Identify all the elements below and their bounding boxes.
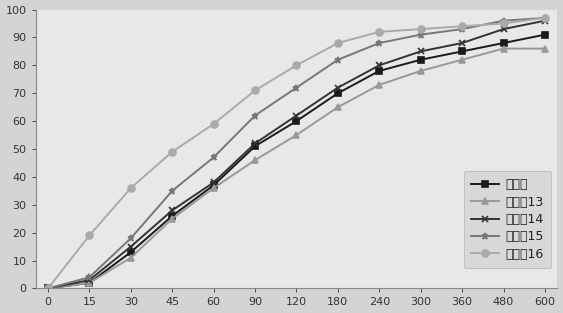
实施例13 [293, 133, 300, 137]
市售品 [252, 144, 258, 148]
市售品 [293, 119, 300, 123]
实施例16 [127, 186, 134, 190]
实施例13 [376, 83, 383, 87]
实施例14 [44, 286, 51, 290]
实施例15 [293, 86, 300, 90]
实施例16 [293, 64, 300, 67]
实施例14 [210, 181, 217, 184]
实施例16 [542, 16, 548, 20]
实施例16 [252, 89, 258, 92]
实施例16 [169, 150, 176, 154]
实施例16 [86, 233, 93, 237]
市售品 [334, 91, 341, 95]
实施例15 [210, 156, 217, 159]
实施例15 [169, 189, 176, 193]
实施例13 [127, 256, 134, 259]
实施例14 [376, 64, 383, 67]
实施例13 [459, 58, 466, 62]
实施例13 [210, 186, 217, 190]
实施例16 [334, 41, 341, 45]
实施例16 [417, 27, 424, 31]
市售品 [169, 214, 176, 218]
实施例13 [86, 281, 93, 285]
实施例14 [334, 86, 341, 90]
Line: 实施例14: 实施例14 [44, 17, 548, 292]
实施例14 [169, 208, 176, 212]
实施例14 [542, 19, 548, 23]
实施例14 [252, 141, 258, 145]
实施例14 [459, 41, 466, 45]
实施例14 [500, 27, 507, 31]
Line: 实施例15: 实施例15 [44, 14, 548, 292]
实施例16 [376, 30, 383, 34]
市售品 [86, 281, 93, 285]
实施例16 [500, 22, 507, 25]
实施例16 [44, 286, 51, 290]
实施例14 [417, 49, 424, 53]
市售品 [417, 58, 424, 62]
实施例15 [459, 27, 466, 31]
实施例16 [210, 122, 217, 126]
实施例15 [44, 286, 51, 290]
市售品 [210, 183, 217, 187]
Line: 实施例16: 实施例16 [44, 14, 548, 292]
市售品 [376, 69, 383, 73]
实施例13 [169, 217, 176, 221]
实施例13 [44, 286, 51, 290]
Line: 市售品: 市售品 [44, 31, 548, 292]
市售品 [459, 49, 466, 53]
实施例13 [542, 47, 548, 50]
实施例15 [127, 236, 134, 240]
Legend: 市售品, 实施例13, 实施例14, 实施例15, 实施例16: 市售品, 实施例13, 实施例14, 实施例15, 实施例16 [464, 171, 551, 268]
实施例15 [417, 33, 424, 37]
实施例14 [293, 114, 300, 117]
实施例14 [86, 278, 93, 282]
实施例15 [334, 58, 341, 62]
实施例13 [252, 158, 258, 162]
市售品 [542, 33, 548, 37]
实施例15 [500, 19, 507, 23]
实施例15 [542, 16, 548, 20]
实施例16 [459, 24, 466, 28]
实施例13 [417, 69, 424, 73]
实施例15 [252, 114, 258, 117]
实施例15 [86, 275, 93, 279]
实施例15 [376, 41, 383, 45]
实施例13 [500, 47, 507, 50]
市售品 [127, 250, 134, 254]
实施例14 [127, 245, 134, 249]
实施例13 [334, 105, 341, 109]
市售品 [500, 41, 507, 45]
市售品 [44, 286, 51, 290]
Line: 实施例13: 实施例13 [44, 45, 548, 292]
